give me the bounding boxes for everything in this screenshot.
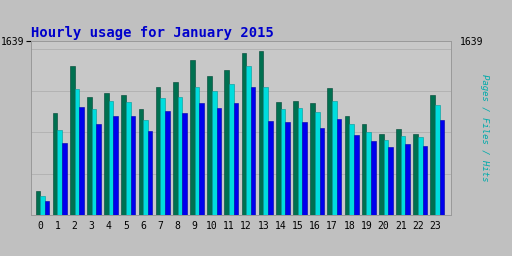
Bar — [319, 128, 324, 215]
Bar — [310, 103, 315, 215]
Bar — [337, 119, 342, 215]
Bar — [199, 103, 204, 215]
Bar — [148, 131, 153, 215]
Y-axis label: Pages / Files / Hits: Pages / Files / Hits — [480, 74, 489, 182]
Bar — [75, 89, 79, 215]
Bar — [246, 66, 251, 215]
Bar — [96, 124, 101, 215]
Bar — [40, 196, 45, 215]
Bar — [413, 134, 418, 215]
Bar — [406, 144, 410, 215]
Bar — [217, 108, 221, 215]
Bar — [276, 102, 281, 215]
Bar — [281, 109, 285, 215]
Bar — [62, 143, 67, 215]
Bar — [345, 115, 349, 215]
Bar — [418, 137, 422, 215]
Bar — [315, 112, 319, 215]
Bar — [388, 147, 393, 215]
Bar — [259, 51, 263, 215]
Bar — [298, 108, 303, 215]
Bar — [251, 87, 255, 215]
Bar — [104, 93, 109, 215]
Bar — [362, 124, 367, 215]
Bar — [349, 124, 354, 215]
Bar — [354, 135, 358, 215]
Bar — [379, 134, 383, 215]
Bar — [114, 115, 118, 215]
Bar — [156, 87, 160, 215]
Bar — [435, 105, 440, 215]
Bar — [396, 129, 401, 215]
Bar — [87, 97, 92, 215]
Bar — [233, 103, 238, 215]
Bar — [160, 98, 165, 215]
Bar — [440, 120, 444, 215]
Bar — [328, 88, 332, 215]
Bar — [35, 191, 40, 215]
Bar — [182, 113, 187, 215]
Bar — [268, 121, 273, 215]
Bar — [371, 142, 376, 215]
Text: Hourly usage for January 2015: Hourly usage for January 2015 — [31, 26, 273, 40]
Bar — [79, 107, 84, 215]
Bar — [131, 115, 135, 215]
Bar — [121, 95, 126, 215]
Bar — [92, 109, 96, 215]
Bar — [109, 101, 114, 215]
Bar — [53, 113, 57, 215]
Bar — [45, 200, 50, 215]
Bar — [431, 95, 435, 215]
Bar — [293, 101, 298, 215]
Bar — [207, 76, 212, 215]
Bar — [139, 109, 143, 215]
Bar — [195, 87, 199, 215]
Bar — [263, 87, 268, 215]
Bar — [242, 54, 246, 215]
Bar — [229, 84, 233, 215]
Bar — [422, 146, 427, 215]
Bar — [367, 132, 371, 215]
Bar — [285, 122, 290, 215]
Bar — [383, 141, 388, 215]
Bar — [165, 111, 169, 215]
Bar — [178, 97, 182, 215]
Bar — [212, 91, 217, 215]
Bar — [332, 101, 337, 215]
Bar — [70, 66, 75, 215]
Bar — [173, 82, 178, 215]
Bar — [57, 130, 62, 215]
Bar — [224, 70, 229, 215]
Bar — [190, 60, 195, 215]
Bar — [126, 102, 131, 215]
Bar — [143, 120, 148, 215]
Bar — [401, 136, 406, 215]
Bar — [303, 122, 307, 215]
